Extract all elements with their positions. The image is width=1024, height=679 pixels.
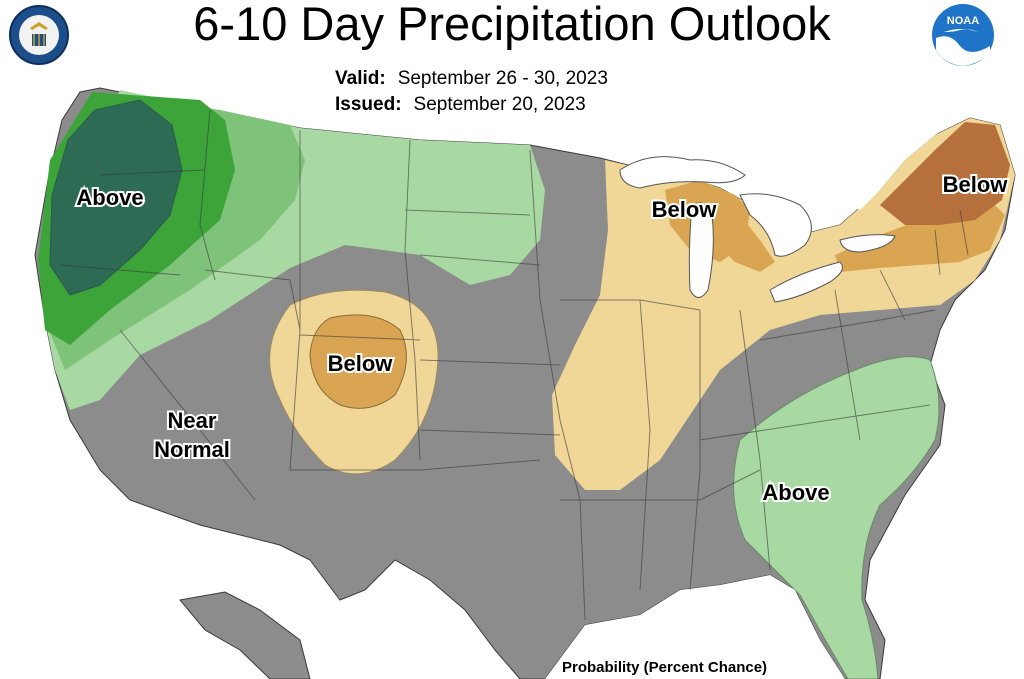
issued-value: September 20, 2023 <box>413 94 586 115</box>
lake-erie <box>769 261 843 303</box>
state-boundaries <box>59 109 969 621</box>
gulf-of-mexico <box>545 575 845 679</box>
region-label-near-normal-line1: Near <box>168 408 217 433</box>
baja-hint <box>179 591 311 679</box>
lake-huron <box>739 193 812 257</box>
lake-ontario <box>839 234 896 253</box>
probability-footer: Probability (Percent Chance) <box>562 659 768 676</box>
issued-label: Issued: <box>335 94 402 115</box>
region-label-near-normal-line2: Normal <box>154 437 230 462</box>
region-label-below-northeast: Below <box>943 172 1009 197</box>
lake-michigan <box>688 202 714 298</box>
commerce-seal-icon <box>9 5 69 65</box>
region-label-below-rockies: Below <box>328 351 394 376</box>
valid-value: September 26 - 30, 2023 <box>397 68 608 89</box>
region-label-below-midwest: Below <box>652 197 718 222</box>
page-title: 6-10 Day Precipitation Outlook <box>193 0 831 50</box>
valid-label: Valid: <box>335 68 386 89</box>
lake-superior <box>619 156 746 189</box>
below-strong-northeast <box>880 122 1010 225</box>
region-label-above-northwest: Above <box>76 185 143 210</box>
canada-area <box>600 0 1024 210</box>
below-mid-michigan-lp <box>715 215 775 272</box>
issued-date: Issued: September 20, 2023 <box>335 94 586 116</box>
noaa-logo-icon: NOAA <box>932 4 994 66</box>
valid-dates: Valid: September 26 - 30, 2023 <box>335 68 608 90</box>
region-label-above-southeast: Above <box>762 480 829 505</box>
noaa-logo-text: NOAA <box>947 15 979 27</box>
above-darkest-nw <box>49 99 183 296</box>
